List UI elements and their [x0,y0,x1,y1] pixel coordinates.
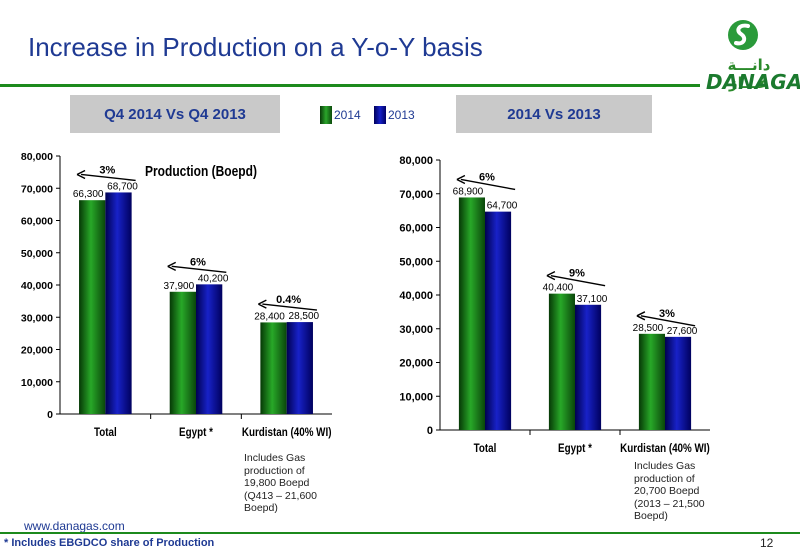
change-annotation: 3% [99,164,115,176]
y-tick-label: 10,000 [21,377,53,389]
data-label-2013: 28,500 [289,311,320,322]
change-arrow-line [262,303,318,311]
change-arrow-head [456,174,466,185]
footer-divider [0,532,800,534]
change-arrow [456,174,516,191]
bar-2014 [79,200,106,414]
legend-label-2013: 2013 [388,108,415,122]
change-arrow [76,169,136,182]
note-right: Includes Gas production of 20,700 Boepd … [634,460,705,522]
y-tick-label: 80,000 [399,155,433,167]
y-tick-label: 50,000 [21,248,53,260]
logo-text: DANAGAS [706,70,800,94]
change-arrow-head [258,299,267,309]
y-tick-label: 20,000 [399,358,433,370]
change-arrow-head [546,271,556,281]
banner-left: Q4 2014 Vs Q4 2013 [70,95,280,133]
y-tick-label: 10,000 [399,391,433,403]
category-label: Kurdistan (40% WI) [242,426,332,439]
category-label: Egypt * [179,426,214,439]
bar-2013 [286,322,313,414]
change-arrow-line [171,265,227,274]
change-arrow [167,261,227,274]
chart-q4: 0 10,000 20,000 30,000 40,000 50,000 60,000 70,… [21,151,332,439]
legend-swatch-2014 [320,106,332,124]
bar-2013 [485,211,512,430]
logo-arabic-text: دانـــة غـــاز [727,56,771,92]
bar-2014 [169,291,196,414]
bar-2014 [638,333,665,430]
category-label: Total [474,442,497,455]
banner-left-label: Q4 2014 Vs Q4 2013 [104,105,246,123]
y-tick-label: 70,000 [399,189,433,201]
chart-annual: 0 10,000 20,000 30,000 40,000 50,000 60,000 70,… [399,155,710,455]
change-arrow-head [167,261,177,271]
data-label-2014: 40,400 [543,283,574,294]
change-arrow-line [460,178,516,191]
change-annotation: 3% [659,308,675,320]
change-arrow-head [76,169,86,180]
page-number: 12 [760,536,774,550]
y-tick-label: 70,000 [21,183,53,195]
bar-2013 [575,304,602,430]
change-arrow [258,299,318,311]
bar-2013 [105,192,132,414]
website-link[interactable]: www.danagas.com [24,519,125,533]
y-tick-label: 40,000 [399,290,433,302]
legend-label-2014: 2014 [334,108,361,122]
danagas-logo-icon [728,20,758,50]
slide-title: Increase in Production on a Y-o-Y basis [28,32,483,62]
data-label-2014: 28,500 [633,323,664,334]
banner-right: 2014 Vs 2013 [456,95,652,133]
y-tick-label: 40,000 [21,280,53,292]
bar-2013 [196,284,223,414]
y-tick-label: 30,000 [399,324,433,336]
y-tick-label: 60,000 [399,223,433,235]
data-label-2013: 40,200 [198,273,229,284]
y-tick-label: 0 [427,425,433,437]
change-annotation: 6% [479,171,495,183]
change-arrow-line [80,173,136,182]
bar-2014 [458,197,485,430]
y-tick-label: 0 [47,409,53,421]
y-tick-label: 80,000 [21,151,53,163]
y-tick-label: 20,000 [21,345,53,357]
note-left: Includes Gas production of 19,800 Boepd … [244,452,317,514]
y-tick-label: 30,000 [21,312,53,324]
data-label-2013: 64,700 [487,201,518,212]
data-label-2013: 27,600 [667,326,698,337]
data-label-2014: 66,300 [73,189,104,200]
change-arrow [636,311,696,327]
change-annotation: 9% [569,268,585,280]
y-tick-label: 60,000 [21,216,53,228]
category-label: Egypt * [558,442,593,455]
title-divider [0,84,700,87]
data-label-2014: 68,900 [453,186,484,197]
change-arrow-head [636,311,646,321]
chart-title: Production (Boepd) [145,163,257,180]
change-annotation: 0.4% [276,294,301,306]
bar-2013 [665,336,692,430]
data-label-2013: 68,700 [107,181,138,192]
category-label: Total [94,426,117,439]
change-arrow-line [550,274,606,287]
data-label-2013: 37,100 [577,294,608,305]
category-label: Kurdistan (40% WI) [620,442,710,455]
legend-swatch-2013 [374,106,386,124]
y-tick-label: 50,000 [399,256,433,268]
data-label-2014: 37,900 [164,281,195,292]
change-annotation: 6% [190,256,206,268]
change-arrow [546,271,606,287]
change-arrow-line [640,315,696,327]
bar-2014 [260,322,287,414]
data-label-2014: 28,400 [254,311,285,322]
bar-2014 [548,293,575,430]
footnote: * Includes EBGDCO share of Production [4,537,215,549]
banner-right-label: 2014 Vs 2013 [507,105,601,123]
